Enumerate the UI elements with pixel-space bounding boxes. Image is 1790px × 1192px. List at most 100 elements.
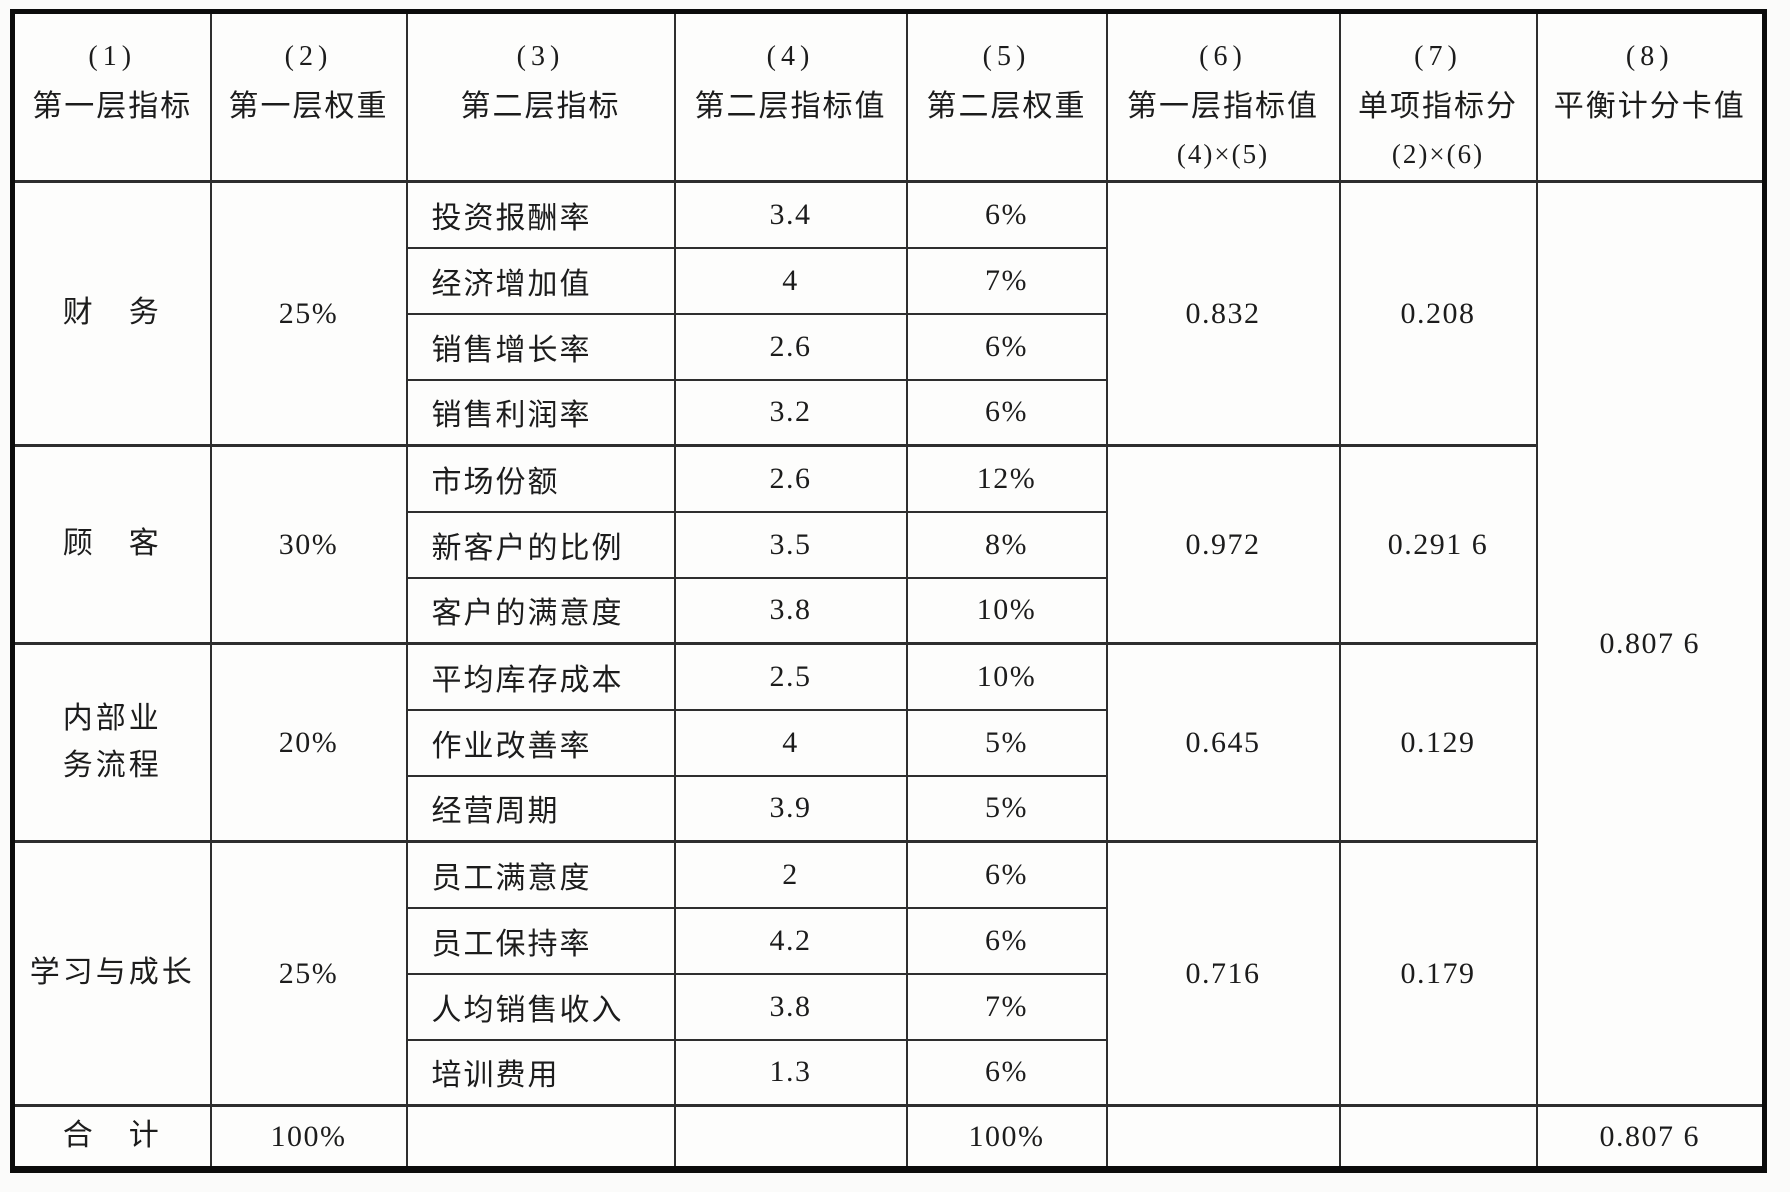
table-row: 培训费用 1.3 6% xyxy=(13,1038,1765,1107)
indicator-weight-cell: 6% xyxy=(905,378,1108,447)
header-col-7-number: (7) xyxy=(1414,41,1462,72)
header-col-8: (8) 平衡计分卡值 xyxy=(1535,10,1766,183)
indicator-value-cell: 3.5 xyxy=(673,510,908,579)
level1-cell-learning-growth: 学习与成长 xyxy=(11,840,212,1107)
header-col-8-number: (8) xyxy=(1625,41,1674,72)
item-score-customer: 0.291 6 xyxy=(1338,444,1538,645)
table-row: 人均销售收入 3.8 7% xyxy=(13,972,1765,1041)
table-body: 财 务 25% 投资报酬率 3.4 6% 0.832 0.208 0.807 6… xyxy=(11,180,1766,1171)
header-col-5-label: 第二层权重 xyxy=(926,90,1087,123)
level1-cell-finance: 财 务 xyxy=(11,180,212,447)
indicator-weight-cell: 6% xyxy=(905,906,1108,975)
header-col-3-label: 第二层指标 xyxy=(460,90,621,123)
level1-weight-finance: 25% xyxy=(209,180,408,447)
total-empty-item-score-cell xyxy=(1338,1104,1538,1171)
table-row: 新客户的比例 3.5 8% xyxy=(13,510,1765,579)
header-col-2-number: (2) xyxy=(284,41,333,72)
item-score-finance: 0.208 xyxy=(1338,180,1538,447)
level1-weight-internal-process: 20% xyxy=(209,642,408,843)
item-score-learning-growth: 0.179 xyxy=(1338,840,1538,1107)
table-row: 内部业 务流程 20% 平均库存成本 2.5 10% 0.645 0.129 xyxy=(11,642,1765,843)
total-level1-weight-cell: 100% xyxy=(209,1104,408,1171)
table-row: 经营周期 3.9 5% xyxy=(13,774,1765,843)
header-col-7-formula: (2)×(6) xyxy=(1391,139,1485,169)
indicator-cell: 人均销售收入 xyxy=(405,972,676,1041)
header-col-5: (5) 第二层权重 xyxy=(905,10,1108,183)
indicator-value-cell: 2 xyxy=(673,840,908,909)
table-row: 经济增加值 4 7% xyxy=(13,246,1765,315)
total-row: 合 计 100% 100% 0.807 6 xyxy=(11,1104,1766,1171)
table-row: 顾 客 30% 市场份额 2.6 12% 0.972 0.291 6 xyxy=(11,444,1765,645)
indicator-weight-cell: 7% xyxy=(905,246,1108,315)
table-header: (1) 第一层指标 (2) 第一层权重 (3) 第二层指标 (4) 第二层指标值… xyxy=(11,10,1766,183)
indicator-cell: 销售增长率 xyxy=(405,312,676,381)
indicator-cell: 经营周期 xyxy=(405,774,676,843)
header-col-3-number: (3) xyxy=(516,41,565,72)
indicator-value-cell: 3.9 xyxy=(673,774,908,843)
level1-weight-learning-growth: 25% xyxy=(209,840,408,1107)
indicator-weight-cell: 12% xyxy=(905,444,1108,513)
indicator-weight-cell: 6% xyxy=(905,1038,1108,1107)
indicator-weight-cell: 5% xyxy=(905,708,1108,777)
indicator-cell: 培训费用 xyxy=(405,1038,676,1107)
indicator-value-cell: 3.8 xyxy=(673,576,908,645)
level1-value-internal-process: 0.645 xyxy=(1105,642,1341,843)
indicator-cell: 新客户的比例 xyxy=(405,510,676,579)
level1-value-learning-growth: 0.716 xyxy=(1105,840,1341,1107)
table-row: 客户的满意度 3.8 10% xyxy=(13,576,1765,645)
table-row: 销售利润率 3.2 6% xyxy=(13,378,1765,447)
total-empty-level1-value-cell xyxy=(1105,1104,1341,1171)
header-col-3: (3) 第二层指标 xyxy=(405,10,676,183)
balanced-scorecard-table: (1) 第一层指标 (2) 第一层权重 (3) 第二层指标 (4) 第二层指标值… xyxy=(10,9,1767,1173)
indicator-value-cell: 2.6 xyxy=(673,312,908,381)
header-col-6-number: (6) xyxy=(1199,41,1247,72)
total-scorecard-value-cell: 0.807 6 xyxy=(1535,1104,1766,1171)
indicator-value-cell: 4 xyxy=(673,708,908,777)
header-col-1-number: (1) xyxy=(88,41,137,72)
indicator-weight-cell: 6% xyxy=(905,840,1108,909)
indicator-weight-cell: 8% xyxy=(905,510,1108,579)
indicator-weight-cell: 5% xyxy=(905,774,1108,843)
header-col-7: (7) 单项指标分 (2)×(6) xyxy=(1338,10,1538,183)
scorecard-value-cell: 0.807 6 xyxy=(1535,180,1766,1107)
header-col-6-label: 第一层指标值 xyxy=(1127,90,1319,123)
table-row: 员工保持率 4.2 6% xyxy=(13,906,1765,975)
indicator-value-cell: 4 xyxy=(673,246,908,315)
indicator-value-cell: 3.4 xyxy=(673,180,908,249)
indicator-cell: 市场份额 xyxy=(405,444,676,513)
indicator-cell: 客户的满意度 xyxy=(405,576,676,645)
indicator-weight-cell: 7% xyxy=(905,972,1108,1041)
indicator-value-cell: 2.6 xyxy=(673,444,908,513)
indicator-cell: 作业改善率 xyxy=(405,708,676,777)
indicator-cell: 平均库存成本 xyxy=(405,642,676,711)
header-col-4-label: 第二层指标值 xyxy=(694,90,887,123)
header-col-2: (2) 第一层权重 xyxy=(209,10,408,183)
header-col-1: (1) 第一层指标 xyxy=(11,10,212,183)
table-row: 财 务 25% 投资报酬率 3.4 6% 0.832 0.208 0.807 6 xyxy=(11,180,1766,1107)
item-score-internal-process: 0.129 xyxy=(1338,642,1538,843)
level1-weight-customer: 30% xyxy=(209,444,408,645)
header-col-6: (6) 第一层指标值 (4)×(5) xyxy=(1105,10,1341,183)
indicator-cell: 经济增加值 xyxy=(405,246,676,315)
total-empty-value-cell xyxy=(673,1104,908,1171)
header-col-5-number: (5) xyxy=(982,41,1031,72)
indicator-value-cell: 3.8 xyxy=(673,972,908,1041)
level1-cell-customer: 顾 客 xyxy=(11,444,212,645)
indicator-value-cell: 4.2 xyxy=(673,906,908,975)
level1-value-customer: 0.972 xyxy=(1105,444,1341,645)
indicator-cell: 员工满意度 xyxy=(405,840,676,909)
table-row: 销售增长率 2.6 6% xyxy=(13,312,1765,381)
indicator-cell: 投资报酬率 xyxy=(405,180,676,249)
indicator-value-cell: 1.3 xyxy=(673,1038,908,1107)
header-col-8-label: 平衡计分卡值 xyxy=(1553,90,1746,123)
level1-value-finance: 0.832 xyxy=(1105,180,1341,447)
header-col-1-label: 第一层指标 xyxy=(32,90,193,123)
table-row: 作业改善率 4 5% xyxy=(13,708,1765,777)
indicator-weight-cell: 10% xyxy=(905,576,1108,645)
indicator-cell: 销售利润率 xyxy=(405,378,676,447)
header-col-4: (4) 第二层指标值 xyxy=(673,10,908,183)
total-label-cell: 合 计 xyxy=(11,1104,212,1171)
header-col-7-label: 单项指标分 xyxy=(1358,90,1518,123)
indicator-weight-cell: 6% xyxy=(905,180,1108,249)
header-col-2-label: 第一层权重 xyxy=(228,90,389,123)
